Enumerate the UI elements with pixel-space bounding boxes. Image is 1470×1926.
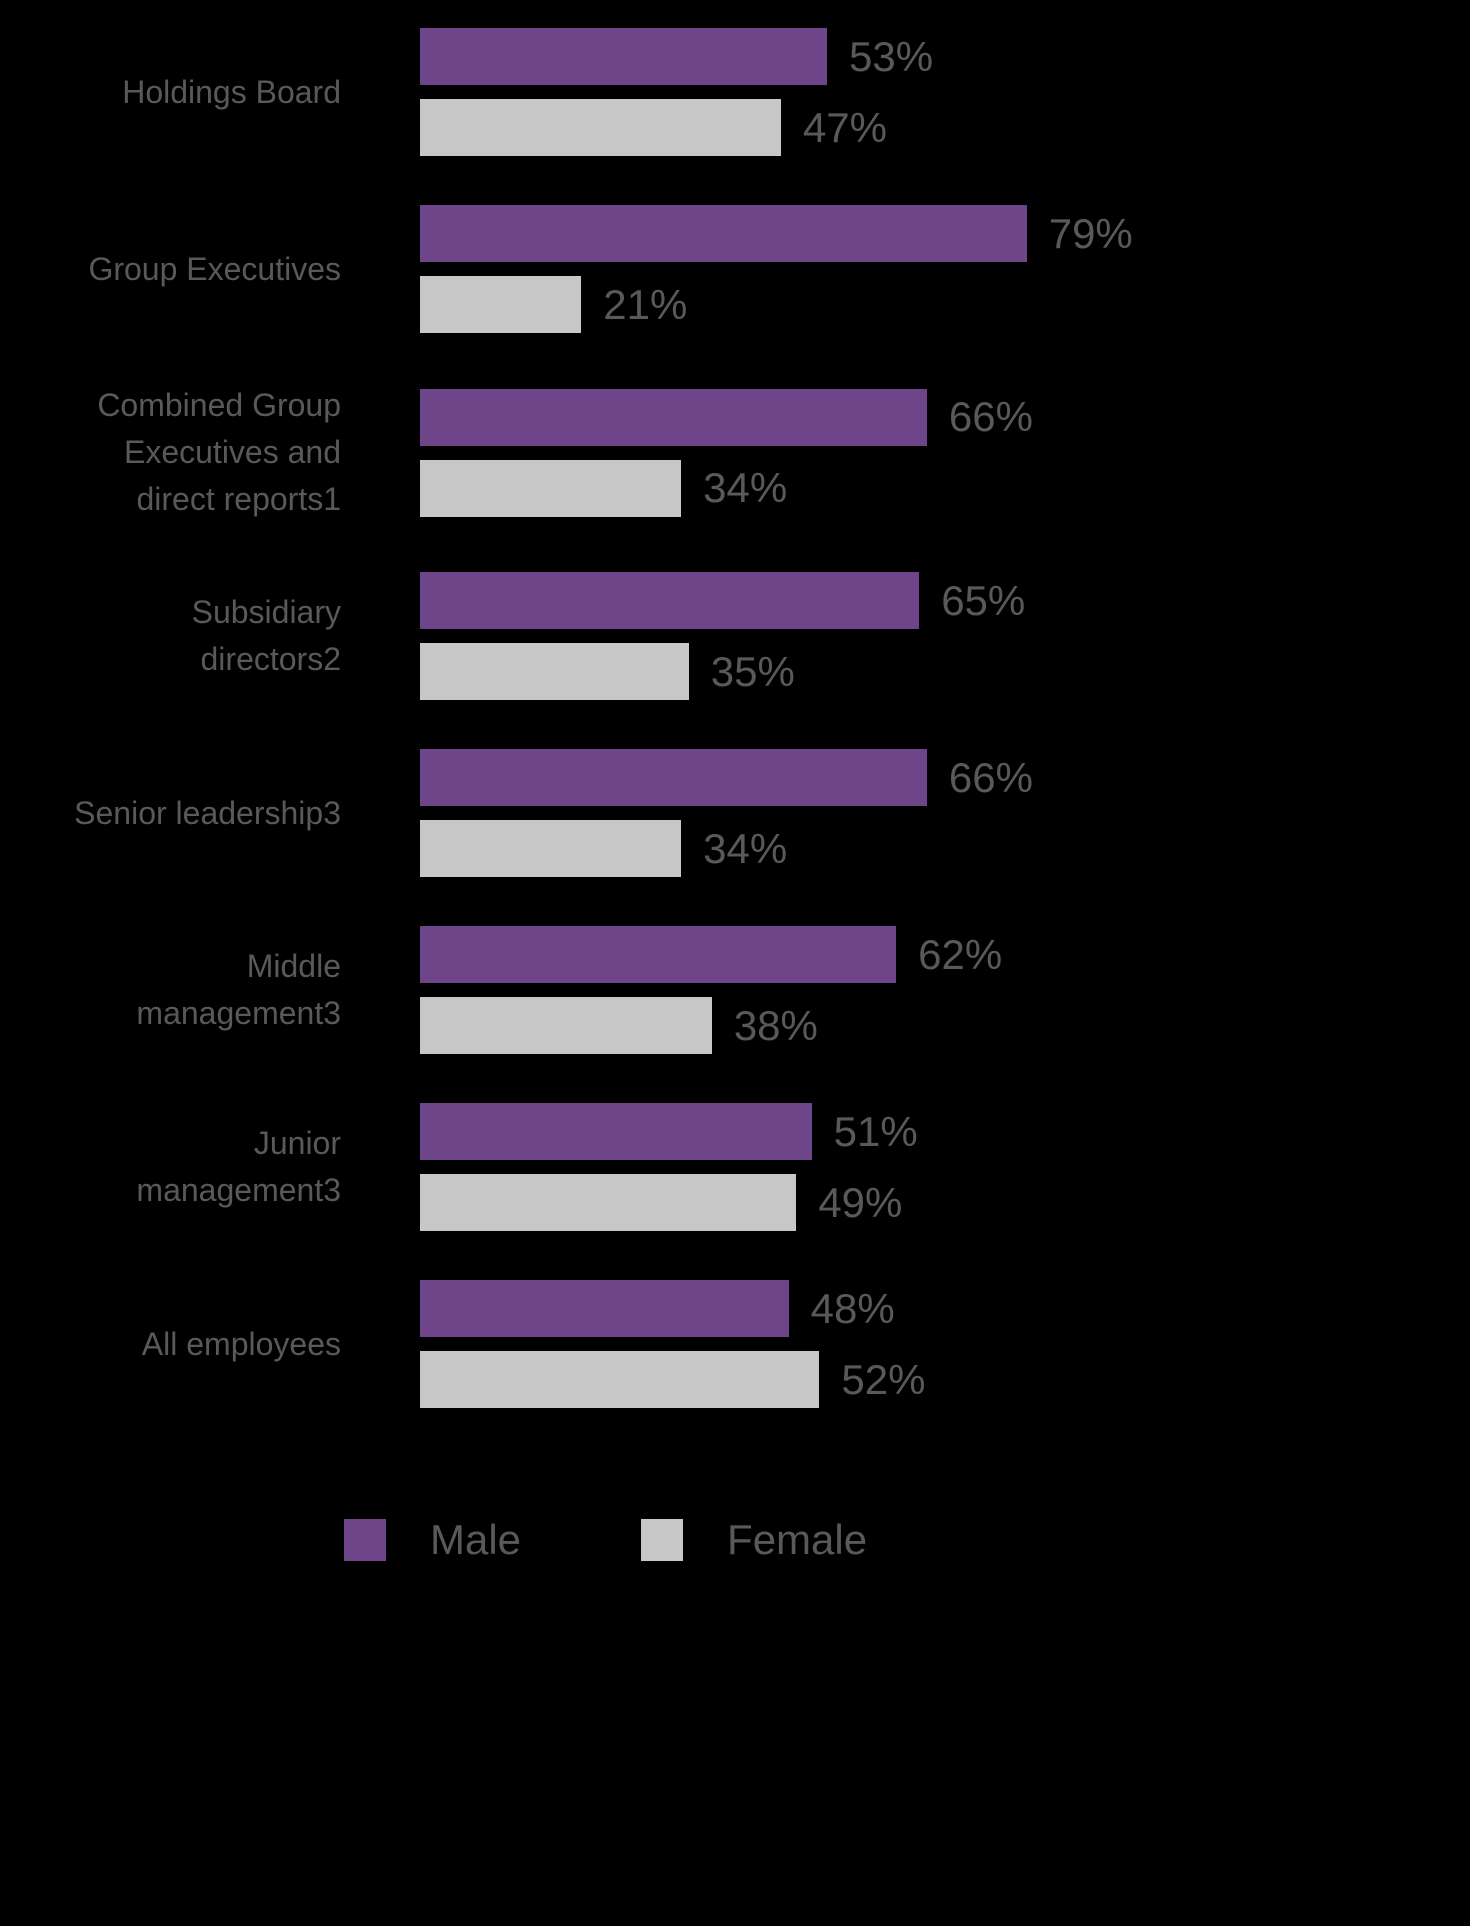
male-bar — [420, 1103, 812, 1160]
chart-row: Holdings Board 53% 47% — [0, 28, 1470, 156]
female-value-label: 47% — [802, 103, 888, 151]
chart-row: All employees 48% 52% — [0, 1280, 1470, 1408]
male-value-label: 48% — [810, 1284, 895, 1332]
male-color-swatch — [344, 1519, 386, 1561]
female-value-label: 21% — [603, 280, 688, 328]
female-bar — [420, 99, 781, 156]
category-label: Middle management3 — [136, 948, 341, 1031]
bar-pair: 66% 34% — [420, 749, 1470, 877]
female-value-label: 52% — [841, 1355, 926, 1403]
male-bar — [420, 388, 927, 446]
female-bar-row: 35% — [420, 643, 1470, 700]
female-value-label: 49% — [818, 1178, 903, 1226]
category-label: Senior leadership3 — [74, 794, 341, 831]
male-value-label: 53% — [849, 32, 934, 80]
legend-item-male: Male — [344, 1516, 521, 1564]
male-bar-row: 53% — [420, 28, 1470, 85]
female-bar — [420, 997, 712, 1054]
male-bar-row: 66% — [420, 388, 1470, 446]
female-bar-row: 47% — [420, 99, 1470, 156]
female-bar — [420, 643, 689, 700]
male-bar-row: 51% — [420, 1103, 1470, 1160]
female-color-swatch — [641, 1519, 684, 1561]
female-bar-row: 21% — [420, 276, 1470, 333]
male-bar — [420, 28, 828, 85]
male-bar-row: 79% — [420, 205, 1470, 262]
category-label: Group Executives — [88, 250, 341, 287]
chart-row: Senior leadership3 66% 34% — [0, 749, 1470, 877]
female-bar — [420, 820, 682, 877]
male-bar-row: 62% — [420, 926, 1470, 983]
bar-chart-rows: Holdings Board 53% 47% Group Executives 79% 2… — [0, 28, 1470, 1408]
bar-pair: 48% 52% — [420, 1280, 1470, 1408]
female-bar-row: 38% — [420, 997, 1470, 1054]
bar-pair: 62% 38% — [420, 926, 1470, 1054]
male-bar — [420, 205, 1027, 262]
legend-label-female: Female — [727, 1516, 868, 1563]
bar-pair: 53% 47% — [420, 28, 1470, 156]
category-label: Combined Group Executives and direct rep… — [97, 387, 341, 517]
male-value-label: 62% — [918, 930, 1003, 978]
bar-pair: 66% 34% — [420, 388, 1470, 517]
female-bar-row: 34% — [420, 820, 1470, 877]
female-value-label: 34% — [703, 824, 788, 872]
male-value-label: 66% — [948, 393, 1033, 440]
female-bar — [420, 459, 682, 517]
female-bar-row: 52% — [420, 1351, 1470, 1408]
chart-row: Group Executives 79% 21% — [0, 205, 1470, 333]
male-bar — [420, 1280, 789, 1337]
male-bar — [420, 749, 927, 806]
legend-label-male: Male — [430, 1516, 522, 1563]
bar-pair: 51% 49% — [420, 1103, 1470, 1231]
female-bar — [420, 1351, 820, 1408]
chart-row: Combined Group Executives and direct rep… — [0, 382, 1470, 523]
category-label: Holdings Board — [122, 73, 341, 110]
male-value-label: 65% — [941, 576, 1026, 624]
chart-row: Middle management3 62% 38% — [0, 926, 1470, 1054]
female-bar-row: 34% — [420, 459, 1470, 517]
chart-row: Subsidiary directors2 65% 35% — [0, 572, 1470, 700]
male-value-label: 66% — [948, 753, 1033, 801]
female-value-label: 38% — [733, 1001, 818, 1049]
male-bar-row: 66% — [420, 749, 1470, 806]
male-bar — [420, 926, 897, 983]
male-bar-row: 48% — [420, 1280, 1470, 1337]
category-label: Junior management3 — [136, 1125, 341, 1208]
female-bar — [420, 1174, 797, 1231]
bar-pair: 65% 35% — [420, 572, 1470, 700]
male-bar — [420, 572, 920, 629]
gender-split-bar-chart: Holdings Board 53% 47% Group Executives 79% 2… — [0, 28, 1470, 1564]
female-bar — [420, 276, 582, 333]
category-label: Subsidiary directors2 — [191, 594, 341, 677]
chart-legend: Male Female — [0, 1516, 1470, 1564]
male-value-label: 51% — [833, 1107, 918, 1155]
bar-pair: 79% 21% — [420, 205, 1470, 333]
legend-item-female: Female — [641, 1516, 867, 1564]
category-label: All employees — [141, 1325, 341, 1362]
female-bar-row: 49% — [420, 1174, 1470, 1231]
male-value-label: 79% — [1048, 209, 1133, 257]
female-value-label: 34% — [703, 464, 788, 511]
female-value-label: 35% — [710, 647, 795, 695]
male-bar-row: 65% — [420, 572, 1470, 629]
chart-row: Junior management3 51% 49% — [0, 1103, 1470, 1231]
